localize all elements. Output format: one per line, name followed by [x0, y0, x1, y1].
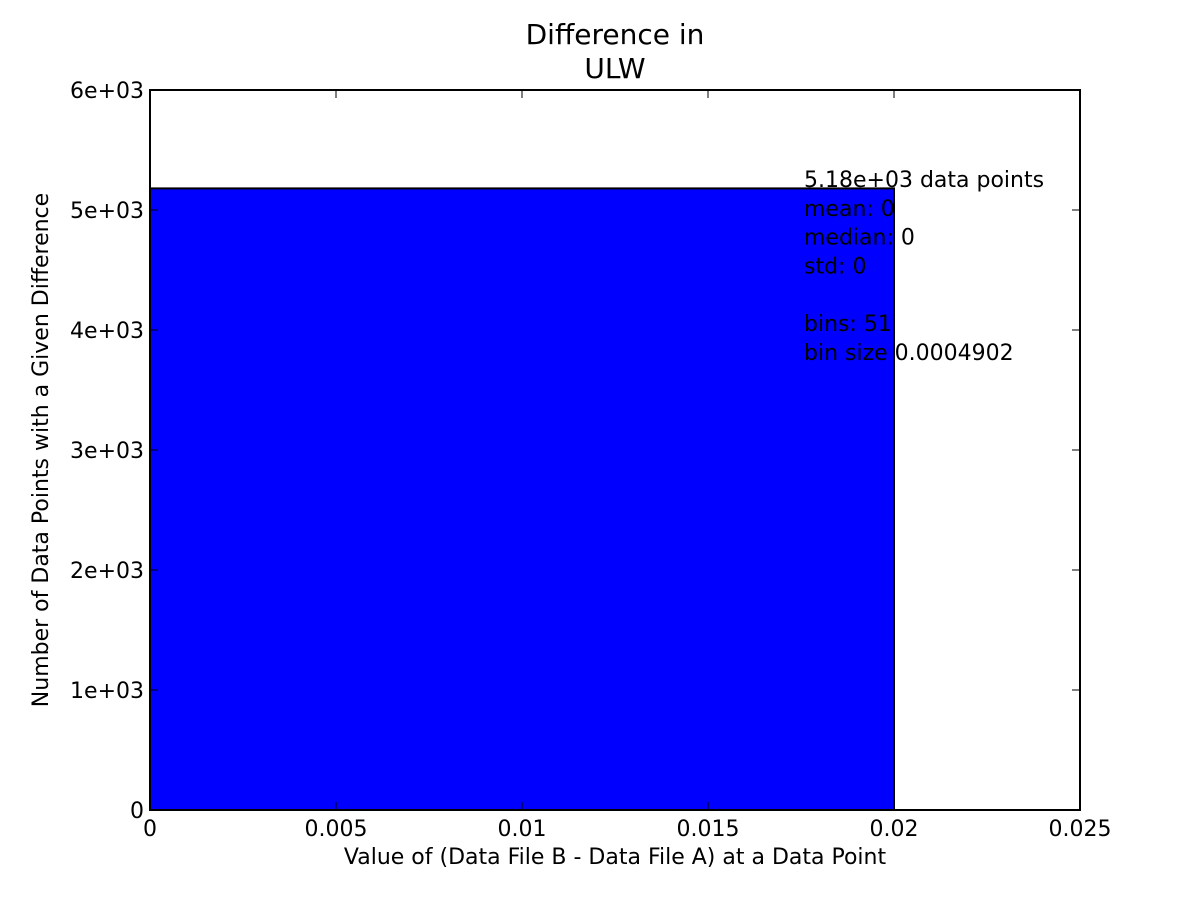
y-tick-label: 0 — [130, 799, 144, 824]
ticks-layer: 0 0.005 0.01 0.015 0.02 0.025 0 1e+03 2e+03 3e+03… — [70, 79, 1111, 842]
stats-line: 5.18e+03 data points — [804, 168, 1044, 193]
x-axis-label: Value of (Data File B - Data File A) at … — [344, 845, 887, 870]
x-tick-label: 0.025 — [1049, 817, 1112, 842]
y-tick-label: 5e+03 — [70, 199, 144, 224]
chart-title-line-2: ULW — [584, 52, 645, 85]
stats-line: mean: 0 — [804, 197, 895, 222]
stats-line: bins: 51 — [804, 312, 892, 337]
y-tick-label: 4e+03 — [70, 319, 144, 344]
chart-title-line-1: Difference in — [526, 18, 705, 51]
bars-layer — [149, 187, 895, 811]
y-tick-label: 1e+03 — [70, 679, 144, 704]
y-tick-label: 6e+03 — [70, 79, 144, 104]
x-tick-label: 0.01 — [498, 817, 547, 842]
y-axis-label: Number of Data Points with a Given Diffe… — [29, 193, 54, 707]
x-tick-label: 0.015 — [677, 817, 740, 842]
histogram-bar — [149, 187, 895, 811]
y-tick-label: 2e+03 — [70, 559, 144, 584]
stats-line: bin size 0.0004902 — [804, 341, 1014, 366]
stats-annotation: 5.18e+03 data points mean: 0 median: 0 std:… — [804, 168, 1044, 366]
x-tick-label: 0 — [143, 817, 157, 842]
y-tick-label: 3e+03 — [70, 439, 144, 464]
x-tick-label: 0.02 — [870, 817, 919, 842]
stats-line: median: 0 — [804, 226, 915, 251]
stats-line: std: 0 — [804, 254, 866, 279]
x-tick-label: 0.005 — [305, 817, 368, 842]
